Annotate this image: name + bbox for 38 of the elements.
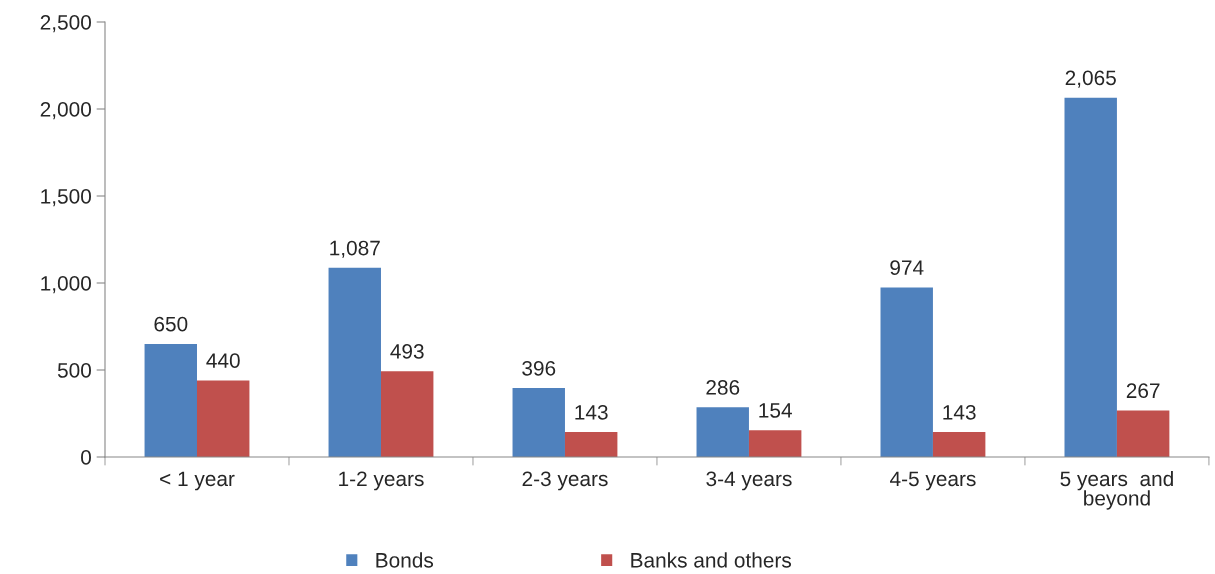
bar [564, 432, 618, 457]
y-tick-label: 500 [57, 363, 91, 378]
y-tick-label: 1,000 [41, 276, 91, 294]
data-label: 267 [1126, 383, 1160, 399]
bar [932, 432, 986, 457]
y-tick-label: 2,500 [40, 15, 91, 33]
x-tick-label: 5 years and beyond [1060, 470, 1173, 510]
data-label: 396 [522, 360, 556, 376]
bar [512, 388, 565, 457]
y-tick-label: 2,000 [40, 102, 91, 120]
x-tick-label: < 1 year [160, 471, 235, 491]
x-tick-label: 4-5 years [890, 471, 976, 491]
bar [880, 287, 933, 457]
legend-label: Banks and others [631, 552, 792, 568]
bar [144, 343, 197, 457]
data-label: 2,065 [1065, 70, 1116, 88]
bar [380, 371, 434, 457]
data-label: 143 [943, 404, 976, 420]
data-label: 440 [206, 353, 240, 368]
x-tick-label: 1-2 years [339, 471, 424, 491]
data-label: 286 [706, 380, 740, 395]
bar [196, 380, 250, 457]
data-label: 1,087 [330, 240, 380, 258]
data-label: 493 [390, 344, 424, 359]
bar [1064, 97, 1117, 457]
bar [328, 267, 381, 457]
x-tick-label: 3-4 years [706, 471, 792, 491]
y-tick-label: 1,500 [41, 189, 91, 207]
bar [748, 430, 802, 457]
bar [696, 407, 749, 457]
data-label: 154 [759, 403, 792, 418]
x-tick-label: 2-3 years [522, 471, 608, 491]
data-label: 143 [575, 404, 608, 420]
legend-label: Bonds [376, 552, 434, 568]
y-tick-label: 0 [81, 450, 91, 465]
data-label: 650 [154, 316, 188, 332]
data-label: 974 [890, 260, 924, 276]
bar [1116, 410, 1170, 457]
